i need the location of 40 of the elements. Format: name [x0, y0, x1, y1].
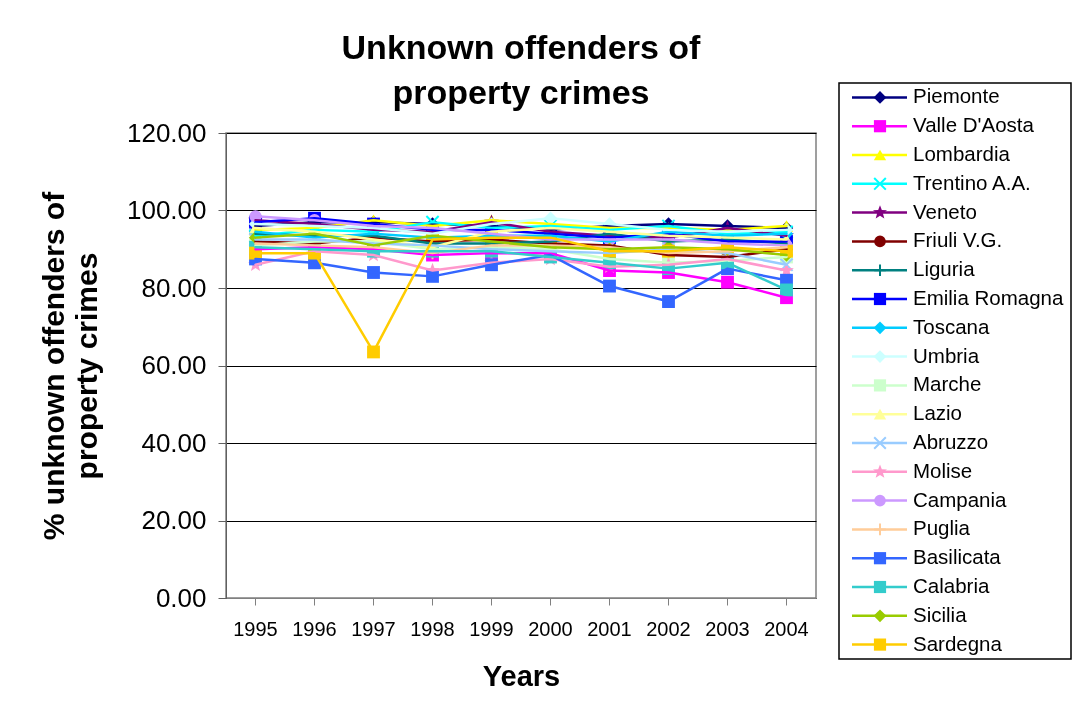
legend-label: Lazio [913, 401, 963, 425]
legend-label: Puglia [913, 516, 971, 540]
x-tick-label: 2002 [646, 617, 691, 640]
x-tick-label: 1996 [292, 617, 337, 640]
x-tick-label: 2003 [705, 617, 750, 640]
y-tick-label: 80.00 [141, 272, 207, 303]
legend-label: Marche [913, 372, 982, 396]
x-axis-title: Years [482, 659, 561, 692]
chart-title: Unknown offenders of property crimes [341, 28, 702, 111]
legend-label: Emilia Romagna [913, 286, 1064, 309]
legend-label: Friuli V.G. [913, 228, 1003, 252]
y-tick-label: 120.00 [126, 117, 207, 148]
legend-label: Calabria [913, 574, 990, 597]
legend-label: Campania [913, 487, 1008, 511]
legend-label: Sicilia [913, 602, 968, 626]
legend-label: Veneto [913, 199, 977, 223]
legend-label: Liguria [913, 257, 976, 281]
x-tick-label: 1998 [410, 617, 455, 640]
y-axis-title: % unknown offenders of property crimes [36, 190, 103, 541]
legend-label: Toscana [913, 314, 990, 338]
legend-label: Basilicata [913, 545, 1002, 569]
legend-label: Sardegna [913, 631, 1003, 655]
y-tick-label: 20.00 [141, 505, 207, 535]
x-tick-label: 2000 [528, 617, 573, 640]
legend-label: Valle D'Aosta [913, 113, 1035, 137]
legend-label: Lombardia [913, 142, 1011, 165]
x-tick-label: 1995 [233, 617, 278, 640]
y-tick-label: 60.00 [141, 350, 207, 380]
legend-label: Trentino A.A. [913, 170, 1031, 194]
x-tick-label: 1997 [351, 617, 396, 640]
y-tick-label: 40.00 [141, 427, 207, 458]
y-tick-label: 0.00 [155, 582, 207, 613]
legend-label: Abruzzo [913, 430, 989, 453]
legend-label: Piemonte [913, 84, 1000, 108]
x-tick-label: 1999 [469, 617, 514, 640]
x-tick-label: 2001 [587, 617, 632, 640]
y-tick-label: 100.00 [126, 195, 207, 225]
legend-label: Umbria [913, 343, 980, 367]
legend-label: Molise [913, 458, 973, 482]
x-tick-label: 2004 [764, 617, 809, 640]
